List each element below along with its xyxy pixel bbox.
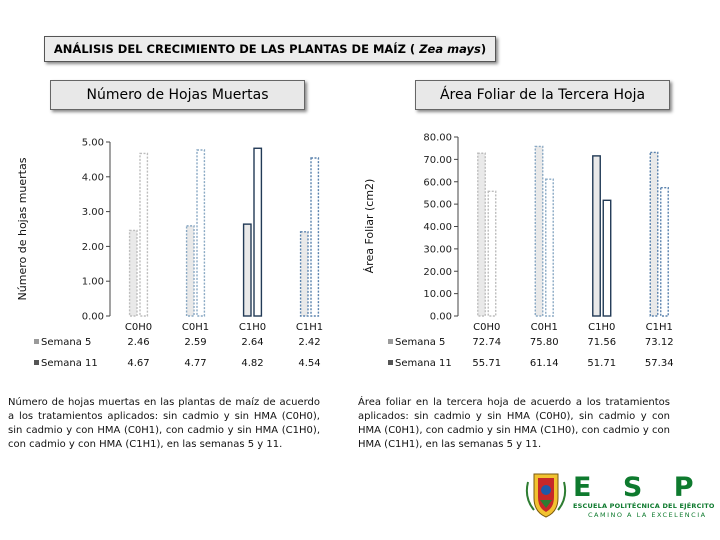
category-label-c1h0: C1H0 [588, 322, 615, 333]
y-tick-label: 40.00 [423, 222, 452, 233]
espe-logo [525, 473, 567, 518]
category-label-c1h1: C1H1 [296, 322, 323, 333]
data-label: 4.77 [184, 358, 206, 369]
data-label: 71.56 [587, 337, 616, 348]
data-label: 57.34 [645, 358, 674, 369]
main-title-species: Zea mays [419, 42, 481, 56]
bar-semana11-c1h1 [310, 157, 320, 317]
bar-semana11-c1h0 [253, 147, 263, 317]
caption-dead-leaves: Número de hojas muertas en las plantas d… [8, 397, 320, 450]
logo-institution: ESCUELA POLITÉCNICA DEL EJÉRCITO [573, 502, 715, 510]
series-name-semana5: Semana 5 [395, 337, 445, 348]
bar-semana11-c1h1 [660, 187, 669, 317]
data-label: 61.14 [530, 358, 559, 369]
bar-semana5-c1h1 [649, 151, 659, 317]
bar-semana11-c0h0 [487, 190, 497, 317]
category-label-c0h1: C0H1 [182, 322, 209, 333]
y-tick-label: 4.00 [82, 172, 104, 183]
y-tick-label: 3.00 [82, 207, 104, 218]
y-tick-label: 5.00 [82, 138, 104, 149]
category-label-c1h0: C1H0 [239, 322, 266, 333]
series-name-semana11: Semana 11 [395, 358, 452, 369]
data-label: 4.54 [298, 358, 320, 369]
bar-semana11-c0h1 [545, 178, 554, 317]
series-name-semana5: Semana 5 [41, 337, 91, 348]
chart-title-leaf-area: Área Foliar de la Tercera Hoja [415, 80, 670, 110]
data-label: 2.42 [298, 337, 320, 348]
category-label-c0h0: C0H0 [473, 322, 500, 333]
data-label: 2.64 [241, 337, 263, 348]
y-tick-label: 2.00 [82, 242, 104, 253]
bar-semana5-c0h0 [128, 229, 138, 317]
y-tick-label: 30.00 [423, 244, 452, 255]
bar-semana5-c0h1 [185, 225, 195, 317]
category-label-c0h0: C0H0 [125, 322, 152, 333]
y-tick-label: 0.00 [82, 312, 104, 323]
y-axis-label: Área Foliar (cm2) [363, 179, 376, 274]
legend-key [388, 360, 393, 365]
data-label: 75.80 [530, 337, 559, 348]
bar-semana5-c1h0 [242, 223, 252, 317]
y-tick-label: 60.00 [423, 177, 452, 188]
main-title-suffix: ) [480, 42, 487, 56]
data-label: 2.46 [127, 337, 149, 348]
legend-key [34, 360, 39, 365]
logo-wordmark: E S P E [573, 472, 720, 503]
y-axis-label: Número de hojas muertas [16, 157, 29, 300]
espe-emblem-icon [525, 473, 567, 518]
y-tick-label: 50.00 [423, 200, 452, 211]
data-label: 73.12 [645, 337, 674, 348]
data-label: 4.82 [241, 358, 263, 369]
bar-semana11-c0h1 [196, 149, 206, 317]
bar-semana5-c0h1 [534, 145, 544, 317]
data-label: 72.74 [472, 337, 501, 348]
main-title: ANÁLISIS DEL CRECIMIENTO DE LAS PLANTAS … [44, 36, 496, 62]
data-label: 2.59 [184, 337, 206, 348]
bar-semana5-c1h1 [299, 231, 309, 317]
caption-leaf-area: Área foliar en la tercera hoja de acuerd… [358, 397, 670, 450]
y-tick-label: 70.00 [423, 155, 452, 166]
data-label: 51.71 [587, 358, 616, 369]
bar-semana5-c1h0 [592, 155, 601, 317]
y-tick-label: 80.00 [423, 133, 452, 144]
legend-key [388, 339, 393, 344]
data-label: 4.67 [127, 358, 149, 369]
bar-semana11-c0h0 [139, 152, 149, 317]
chart-title-dead-leaves: Número de Hojas Muertas [50, 80, 305, 110]
y-tick-label: 10.00 [423, 289, 452, 300]
logo-motto: CAMINO A LA EXCELENCIA [588, 511, 707, 519]
y-tick-label: 1.00 [82, 277, 104, 288]
data-label: 55.71 [472, 358, 501, 369]
bar-semana5-c0h0 [477, 152, 486, 317]
bar-semana11-c1h0 [602, 199, 612, 317]
y-tick-label: 0.00 [430, 312, 452, 323]
main-title-prefix: ANÁLISIS DEL CRECIMIENTO DE LAS PLANTAS … [53, 42, 416, 56]
legend-key [34, 339, 39, 344]
category-label-c0h1: C0H1 [531, 322, 558, 333]
series-name-semana11: Semana 11 [41, 358, 98, 369]
y-tick-label: 20.00 [423, 267, 452, 278]
category-label-c1h1: C1H1 [646, 322, 673, 333]
